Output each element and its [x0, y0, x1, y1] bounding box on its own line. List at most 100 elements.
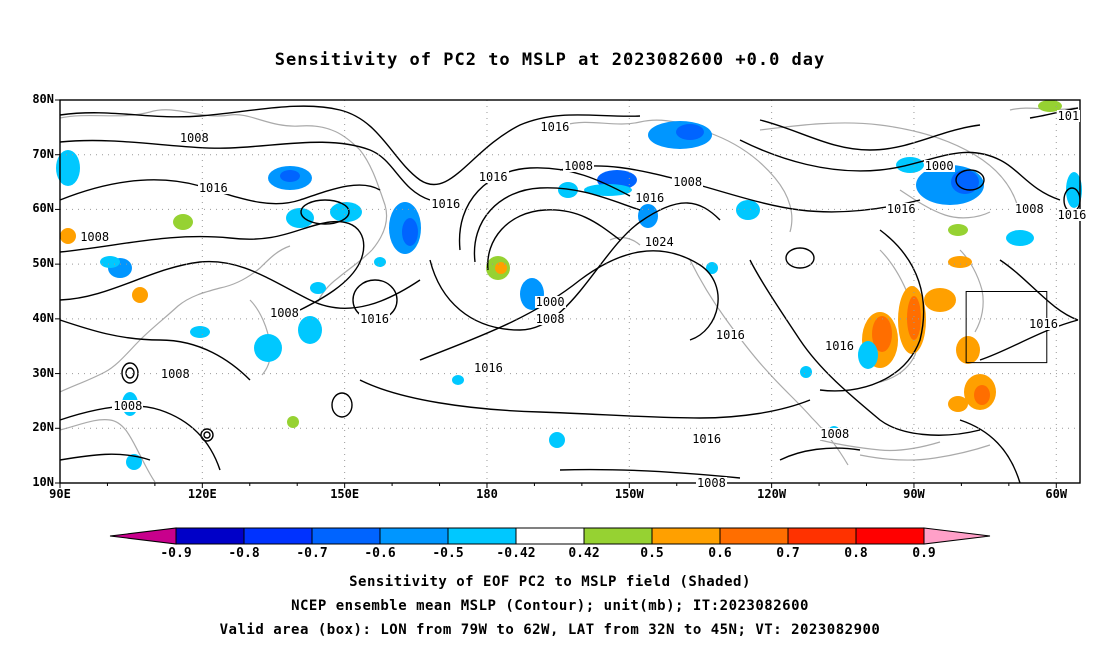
contour-label: 1016 — [1056, 207, 1088, 222]
sensitivity-patch — [948, 224, 968, 236]
sensitivity-patch — [100, 256, 120, 268]
isobar — [819, 229, 925, 392]
contour-label: 1016 — [477, 169, 509, 184]
sensitivity-patch — [800, 366, 812, 378]
sensitivity-patch — [706, 262, 718, 274]
colorbar-swatch — [855, 527, 925, 545]
isobar — [59, 179, 381, 205]
isobar — [59, 405, 221, 471]
isobar — [473, 187, 641, 263]
isobar — [559, 468, 741, 479]
sensitivity-patch — [872, 316, 892, 352]
contour-label: 1008 — [112, 399, 144, 414]
closed-isobar — [955, 169, 985, 191]
colorbar-tick-label: 0.8 — [844, 546, 868, 561]
contour-label: 1008 — [268, 306, 300, 321]
isobar — [779, 447, 861, 461]
sensitivity-patch — [858, 341, 878, 369]
map-ticks — [55, 99, 1057, 488]
isobar — [979, 319, 1079, 361]
lon-label: 180 — [476, 487, 498, 501]
colorbar-tick-label: -0.5 — [432, 546, 464, 561]
colorbar-swatch — [583, 527, 653, 545]
sensitivity-patch — [330, 202, 362, 222]
sensitivity-patch — [132, 287, 148, 303]
sensitivity-patch — [190, 326, 210, 338]
isobar — [999, 259, 1079, 321]
lat-label: 70N — [32, 146, 54, 161]
colorbar-tick-label: -0.7 — [296, 546, 328, 561]
contour-label: 1008 — [563, 158, 595, 173]
colorbar-tick-label: -0.6 — [364, 546, 396, 561]
contour-label: 1016 — [539, 120, 571, 135]
sensitivity-patch — [280, 170, 300, 182]
contour-label: 1016 — [430, 196, 462, 211]
isobar — [59, 260, 421, 309]
closed-isobar — [331, 392, 353, 418]
isobar — [749, 259, 981, 436]
colorbar-swatch — [175, 527, 245, 545]
colorbar-tick-label: 0.9 — [912, 546, 936, 561]
colorbar-swatch — [719, 527, 789, 545]
sensitivity-patch — [1038, 100, 1062, 112]
sensitivity-patch — [948, 396, 968, 412]
closed-isobar — [121, 362, 139, 384]
contour-label: 1008 — [819, 426, 851, 441]
colorbar-swatch — [243, 527, 313, 545]
contour-label: 1008 — [159, 366, 191, 381]
lat-label: 60N — [32, 201, 54, 216]
contour-label: 1008 — [672, 175, 704, 190]
contour-label: 1000 — [534, 295, 566, 310]
sensitivity-patch — [948, 256, 972, 268]
lon-label: 120W — [757, 487, 787, 501]
closed-isobar — [203, 431, 211, 439]
contour-label: 1016 — [885, 202, 917, 217]
colorbar-tick-label: 0.6 — [708, 546, 732, 561]
colorbar-min-arrow — [109, 527, 177, 545]
sensitivity-patch — [549, 432, 565, 448]
map-frame — [59, 99, 1081, 484]
isobar — [458, 167, 631, 251]
sensitivity-patch — [56, 150, 80, 186]
sensitivity-patch — [126, 454, 142, 470]
isobar — [487, 209, 621, 271]
chart-title: Sensitivity of PC2 to MSLP at 2023082600… — [274, 50, 826, 70]
closed-isobar — [125, 367, 135, 379]
colorbar-tick-label: 0.42 — [568, 546, 600, 561]
colorbar-swatch — [651, 527, 721, 545]
sensitivity-patch — [951, 170, 979, 194]
sensitivity-patch — [254, 334, 282, 362]
sensitivity-patch — [956, 336, 980, 364]
sensitivity-patch — [736, 200, 760, 220]
lon-label: 60W — [1045, 487, 1068, 501]
colorbar-swatch — [379, 527, 449, 545]
sensitivity-patch — [558, 182, 578, 198]
contour-label: 101 — [1056, 109, 1081, 124]
lat-label: 40N — [32, 310, 54, 325]
contour-label: 1024 — [643, 235, 675, 250]
lon-label: 90W — [903, 487, 925, 501]
colorbar-swatch — [787, 527, 857, 545]
colorbar-swatch — [311, 527, 381, 545]
lon-label: 120E — [187, 487, 217, 501]
sensitivity-patch — [924, 288, 956, 312]
sensitivity-patch — [1066, 172, 1082, 208]
footer-line-3: Valid area (box): LON from 79W to 62W, L… — [219, 622, 881, 638]
contour-label: 1016 — [1028, 317, 1059, 332]
sensitivity-patch — [974, 385, 990, 405]
contour-label: 1016 — [634, 191, 666, 206]
isobar — [759, 119, 981, 151]
sensitivity-patch — [495, 262, 507, 274]
closed-isobar — [785, 247, 815, 269]
contour-label: 1008 — [178, 131, 210, 146]
isobar — [419, 250, 719, 361]
sensitivity-patch — [676, 124, 704, 140]
sensitivity-patch — [907, 296, 921, 340]
lat-label: 80N — [32, 92, 54, 106]
sensitivity-patch — [286, 208, 314, 228]
lat-label: 50N — [32, 256, 54, 271]
colorbar-swatch — [515, 527, 585, 545]
contour-label: 1008 — [79, 229, 111, 244]
